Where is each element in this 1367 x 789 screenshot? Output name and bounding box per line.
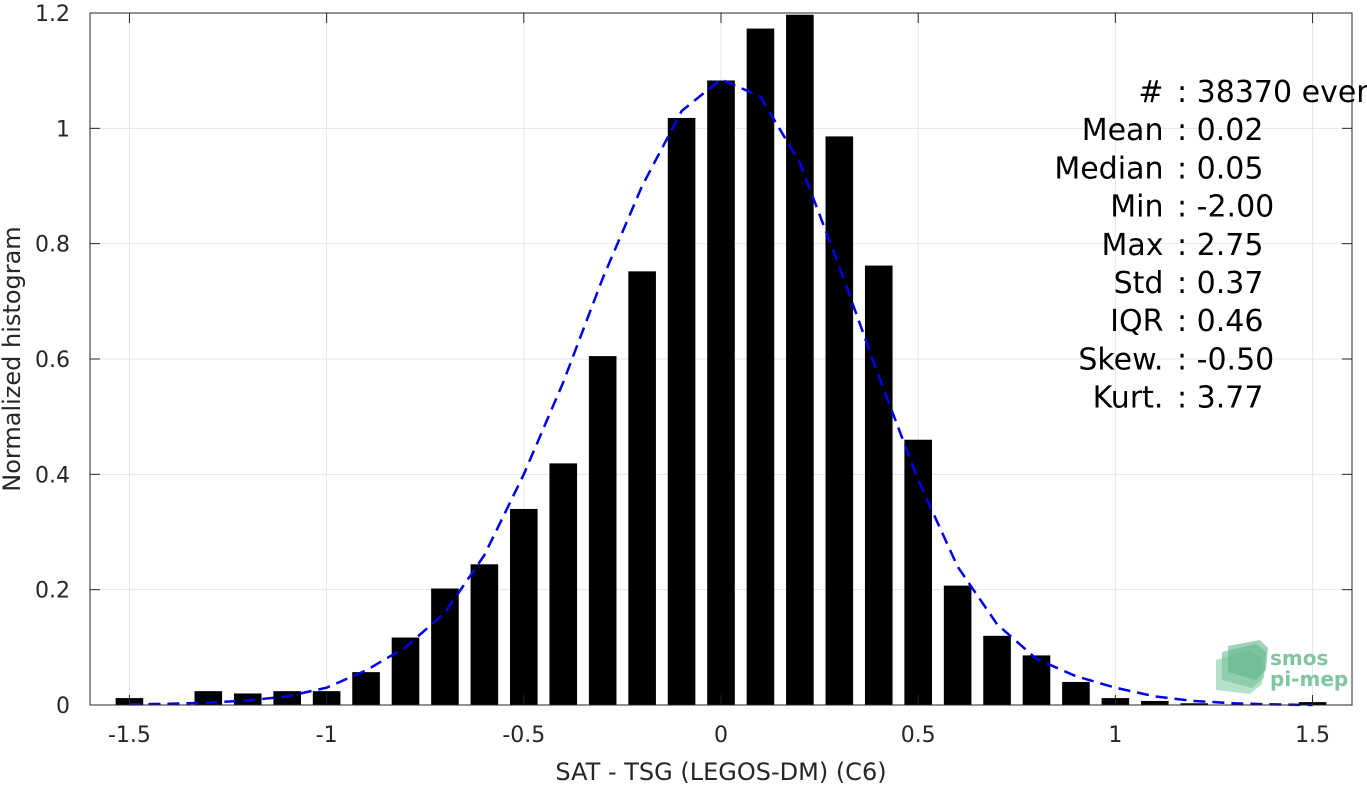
y-tick-label: 1.2	[35, 2, 70, 27]
y-tick-label: 0	[56, 694, 70, 719]
fit-curve-line	[129, 77, 1313, 707]
logo-icon	[1216, 640, 1268, 694]
bars	[115, 14, 1327, 706]
y-tick-label: 0.6	[35, 348, 70, 373]
tick-labels: -1.5 -1 -0.5 0 0.5 1 1.5 0 0.2 0.4 0.6 0.8 1 1.2	[35, 2, 1330, 748]
stat-line: Skew. : -0.50	[1078, 342, 1274, 377]
y-tick-label: 0.4	[35, 463, 70, 488]
x-tick-label: -1.5	[108, 723, 151, 748]
y-tick-label: 1	[56, 117, 70, 142]
x-tick-label: 1	[1108, 723, 1122, 748]
histogram-bar	[786, 14, 814, 706]
fit-curve-group	[129, 77, 1313, 707]
histogram-bar	[431, 588, 459, 705]
histogram-bar	[1062, 681, 1090, 705]
x-tick-label: 1.5	[1295, 723, 1330, 748]
stat-line: Max : 2.75	[1101, 228, 1263, 263]
stat-line: IQR : 0.46	[1110, 304, 1263, 339]
stat-line: # : 38370 events	[1138, 75, 1367, 110]
y-tick-label: 0.2	[35, 579, 70, 604]
histogram-bar	[746, 28, 775, 705]
stat-line: Mean : 0.02	[1082, 113, 1264, 148]
x-tick-label: 0	[714, 723, 728, 748]
stat-line: Min : -2.00	[1110, 190, 1274, 225]
smos-pimep-logo: smos pi-mep	[1216, 640, 1348, 694]
histogram-bar	[470, 564, 499, 705]
x-axis-title: SAT - TSG (LEGOS-DM) (C6)	[555, 758, 886, 785]
histogram-bar	[510, 508, 538, 705]
histogram-bar	[904, 439, 932, 705]
y-axis-title: Normalized histogram	[0, 226, 26, 491]
axes	[89, 12, 1353, 706]
logo-text-pimep: pi-mep	[1270, 667, 1348, 691]
histogram-bar	[943, 585, 972, 705]
histogram-bar	[1180, 703, 1209, 705]
histogram-bar	[825, 136, 854, 705]
x-tick-label: -1	[316, 723, 338, 748]
y-tick-label: 0.8	[35, 233, 70, 258]
histogram-bar	[352, 672, 380, 705]
logo-text-smos: smos	[1270, 646, 1328, 670]
histogram-bar	[588, 356, 617, 705]
x-tick-label: -0.5	[502, 723, 545, 748]
stat-line: Median : 0.05	[1054, 151, 1263, 186]
x-tick-label: 0.5	[901, 723, 936, 748]
stat-line: Kurt. : 3.77	[1093, 381, 1264, 416]
histogram-bar	[628, 271, 656, 705]
histogram-bar	[707, 80, 735, 706]
histogram-bar	[391, 637, 420, 705]
histogram-bar	[864, 265, 893, 705]
histogram-bar	[667, 117, 696, 706]
histogram-bar	[983, 635, 1011, 705]
stat-line: Std : 0.37	[1114, 266, 1264, 301]
histogram-bar	[1141, 700, 1169, 705]
histogram-bar	[273, 691, 301, 705]
histogram-bar	[549, 463, 578, 705]
histogram-bar	[1022, 655, 1051, 705]
